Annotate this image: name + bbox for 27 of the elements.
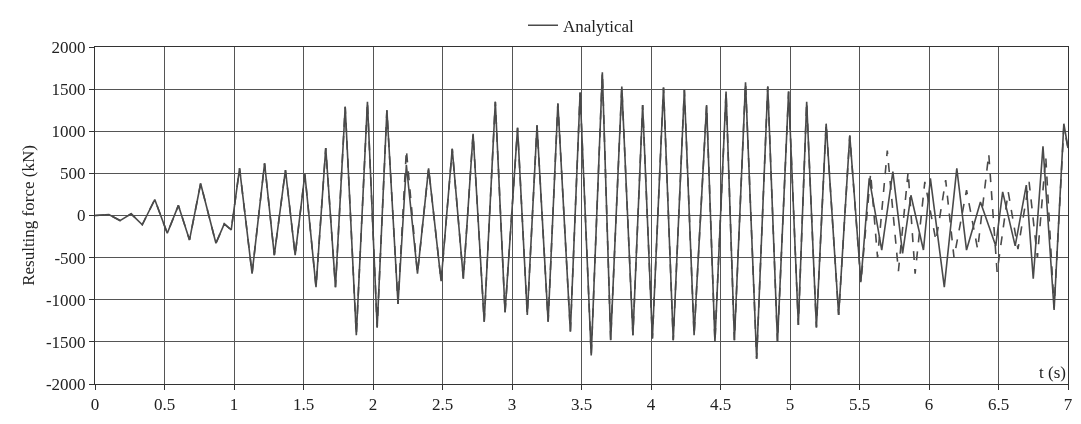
x-tick-label: 1 — [229, 395, 239, 415]
x-tick-label: 4.5 — [709, 395, 732, 415]
x-axis-title: t (s) — [1039, 363, 1066, 382]
x-tick-label: 0.5 — [153, 395, 176, 415]
x-tick-label: 2 — [368, 395, 378, 415]
y-tick-label: 0 — [77, 206, 86, 226]
x-tick-label: 5.5 — [848, 395, 871, 415]
y-tick-label: 1000 — [51, 122, 86, 142]
x-tick-label: 0 — [90, 395, 100, 415]
x-tick-label: 3 — [507, 395, 517, 415]
x-tick-label: 6.5 — [987, 395, 1010, 415]
legend-label: Analytical — [563, 16, 635, 36]
x-tick-label: 1.5 — [292, 395, 315, 415]
y-tick-label: 2000 — [51, 37, 86, 57]
x-tick-label: 6 — [924, 395, 934, 415]
x-tick-label: 5 — [785, 395, 795, 415]
y-tick-label: 1500 — [51, 80, 86, 100]
x-tick-label: 3.5 — [570, 395, 593, 415]
x-tick-label: 4 — [646, 395, 656, 415]
y-axis-title: Resulting force (kN) — [19, 145, 39, 286]
y-tick-label: -1000 — [45, 290, 86, 310]
x-tick-label: 7 — [1063, 395, 1073, 415]
y-tick-label: 500 — [60, 164, 86, 184]
y-tick-label: -500 — [54, 248, 86, 268]
y-tick-label: -1500 — [45, 332, 86, 352]
x-tick-label: 2.5 — [431, 395, 454, 415]
y-tick-label: -2000 — [45, 374, 86, 394]
